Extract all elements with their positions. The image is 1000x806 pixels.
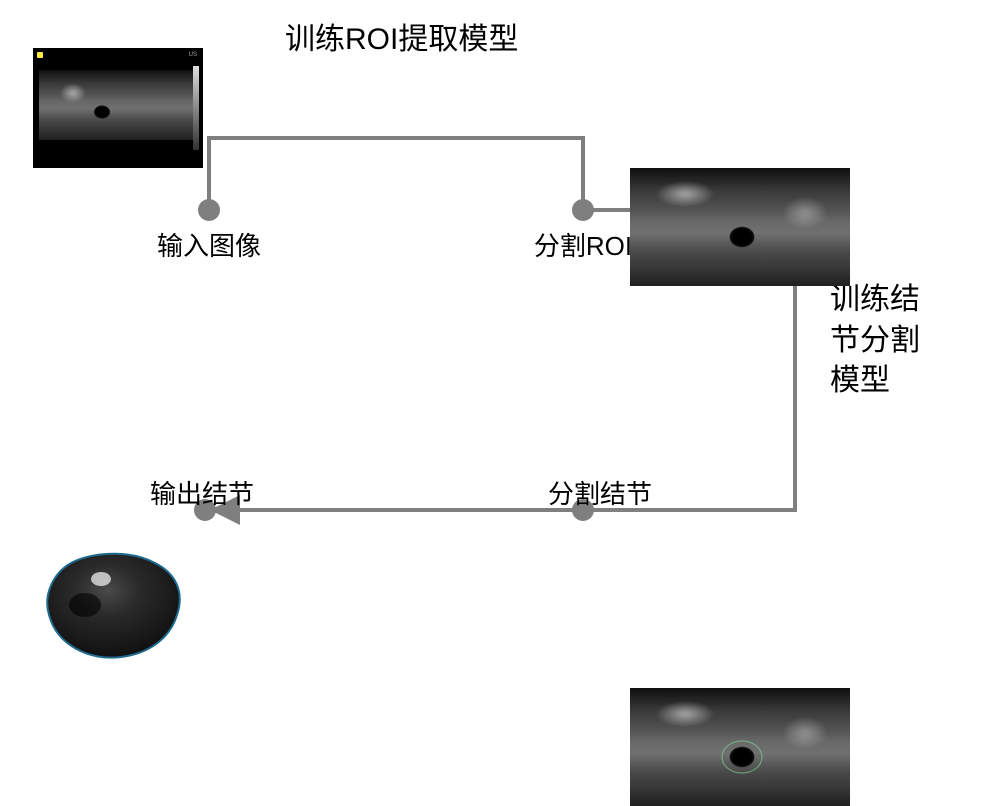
thumbnail-output-nodule: [25, 545, 195, 663]
thumbnail-segnode-image: [630, 688, 850, 806]
edge-label-right-line1: 训练结: [830, 280, 920, 321]
thumbnail-input-image: US: [33, 48, 203, 168]
edge-label-right-line2: 节分割: [830, 321, 920, 362]
thumbnail-roi-image: [630, 168, 850, 286]
edge-label-right-line3: 模型: [830, 361, 920, 402]
node-input: [198, 199, 220, 221]
edge-label-right: 训练结 节分割 模型: [830, 280, 920, 402]
label-output: 输出结节: [150, 474, 254, 511]
edge-input-to-roi: [209, 138, 583, 210]
node-roi: [572, 199, 594, 221]
edge-label-top: 训练ROI提取模型: [285, 14, 518, 58]
label-roi: 分割ROI: [534, 226, 632, 263]
label-input: 输入图像: [157, 226, 261, 263]
segmentation-outline-icon: [630, 688, 850, 806]
label-segnode: 分割结节: [548, 474, 652, 511]
diagram-stage: 输入图像 分割ROI 分割结节 输出结节 训练ROI提取模型 训练结 节分割 模…: [0, 0, 1000, 670]
